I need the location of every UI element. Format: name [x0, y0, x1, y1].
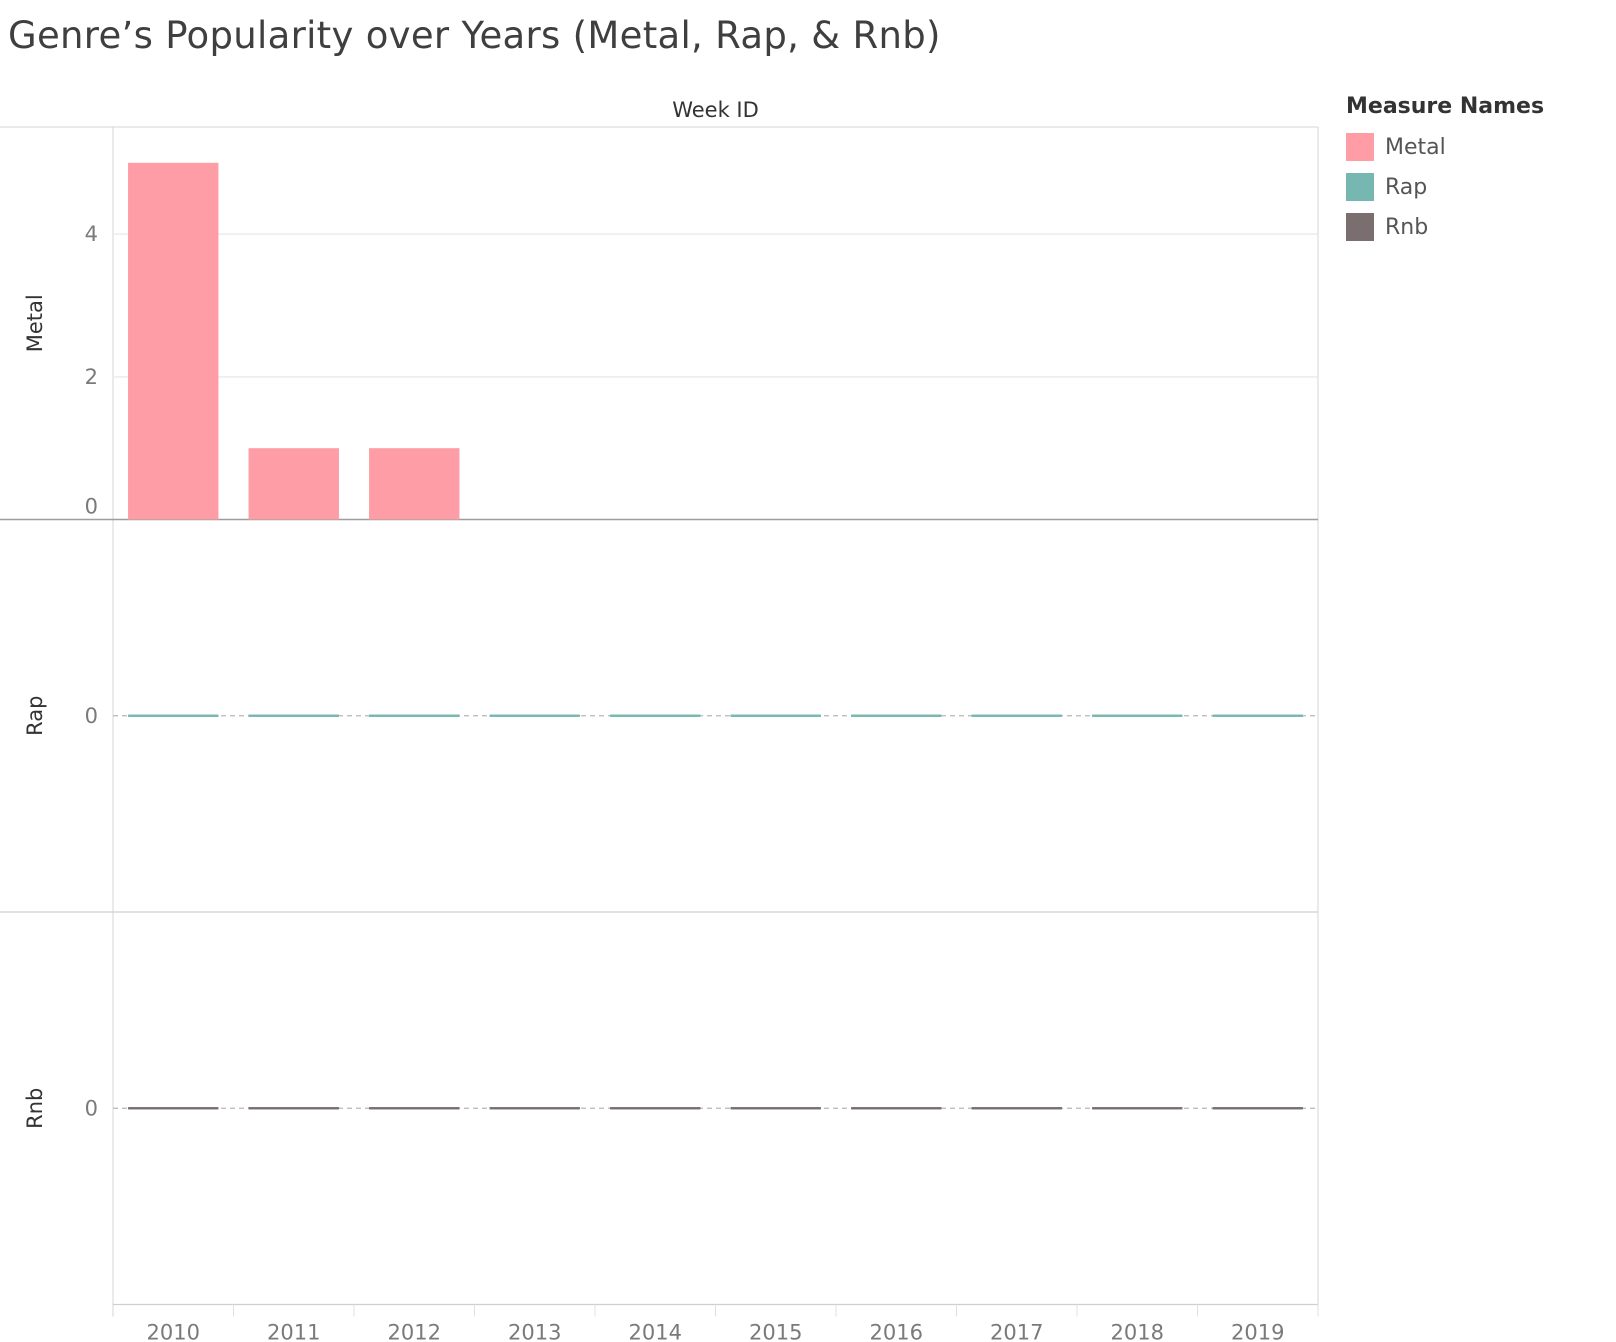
legend-swatch: [1346, 173, 1374, 201]
bar-rnb-2011: [248, 1107, 339, 1110]
legend-label: Metal: [1385, 134, 1446, 160]
bar-rnb-2014: [610, 1107, 701, 1110]
x-tick-label: 2013: [508, 1321, 561, 1342]
x-tick-label: 2016: [870, 1321, 923, 1342]
bar-metal-2012: [369, 448, 460, 520]
legend-title: Measure Names: [1346, 94, 1545, 119]
panel-label-metal: Metal: [23, 294, 47, 352]
bar-rap-2016: [851, 714, 942, 717]
bar-rap-2011: [248, 714, 339, 717]
x-axis-title: Week ID: [672, 98, 759, 122]
legend-swatch: [1346, 133, 1374, 161]
x-tick-label: 2018: [1111, 1321, 1164, 1342]
legend-item-rnb[interactable]: Rnb: [1346, 207, 1544, 247]
x-tick-label: 2014: [629, 1321, 682, 1342]
bar-rap-2010: [128, 714, 219, 717]
x-tick-label: 2017: [990, 1321, 1043, 1342]
bar-rap-2018: [1092, 714, 1183, 717]
x-tick-label: 2019: [1231, 1321, 1284, 1342]
panel-label-rnb: Rnb: [23, 1088, 47, 1129]
legend: Measure Names Metal Rap Rnb: [1346, 94, 1544, 247]
bar-rap-2017: [971, 714, 1062, 717]
legend-swatch: [1346, 213, 1374, 241]
x-tick-label: 2010: [147, 1321, 200, 1342]
legend-item-metal[interactable]: Metal: [1346, 127, 1544, 167]
x-tick-label: 2012: [388, 1321, 441, 1342]
x-tick-label: 2011: [267, 1321, 320, 1342]
chart-title: Genre’s Popularity over Years (Metal, Ra…: [8, 14, 941, 57]
bar-rap-2019: [1212, 714, 1303, 717]
bar-rnb-2015: [730, 1107, 821, 1110]
y-tick-label: 0: [85, 495, 98, 519]
bar-rnb-2017: [971, 1107, 1062, 1110]
bar-rap-2013: [489, 714, 580, 717]
bar-rnb-2016: [851, 1107, 942, 1110]
y-tick-label: 0: [85, 704, 98, 728]
bar-rnb-2012: [369, 1107, 460, 1110]
legend-item-rap[interactable]: Rap: [1346, 167, 1544, 207]
panel-label-rap: Rap: [23, 696, 47, 736]
y-tick-label: 4: [85, 222, 98, 246]
bar-rap-2014: [610, 714, 701, 717]
bar-rap-2012: [369, 714, 460, 717]
legend-label: Rap: [1385, 174, 1428, 200]
bar-rnb-2013: [489, 1107, 580, 1110]
legend-label: Rnb: [1385, 214, 1429, 240]
bar-rap-2015: [730, 714, 821, 717]
legend-items: Metal Rap Rnb: [1346, 127, 1544, 247]
x-tick-label: 2015: [749, 1321, 802, 1342]
y-tick-label: 2: [85, 365, 98, 389]
bar-rnb-2019: [1212, 1107, 1303, 1110]
bar-metal-2011: [248, 448, 339, 520]
bar-rnb-2010: [128, 1107, 219, 1110]
bar-metal-2010: [128, 162, 219, 520]
y-tick-label: 0: [85, 1096, 98, 1120]
chart-plot: Week ID 0 2 4 Metal 0 Rap 0 Rnb 2010 2011 2012 2013 2…: [0, 98, 1319, 1342]
bar-rnb-2018: [1092, 1107, 1183, 1110]
